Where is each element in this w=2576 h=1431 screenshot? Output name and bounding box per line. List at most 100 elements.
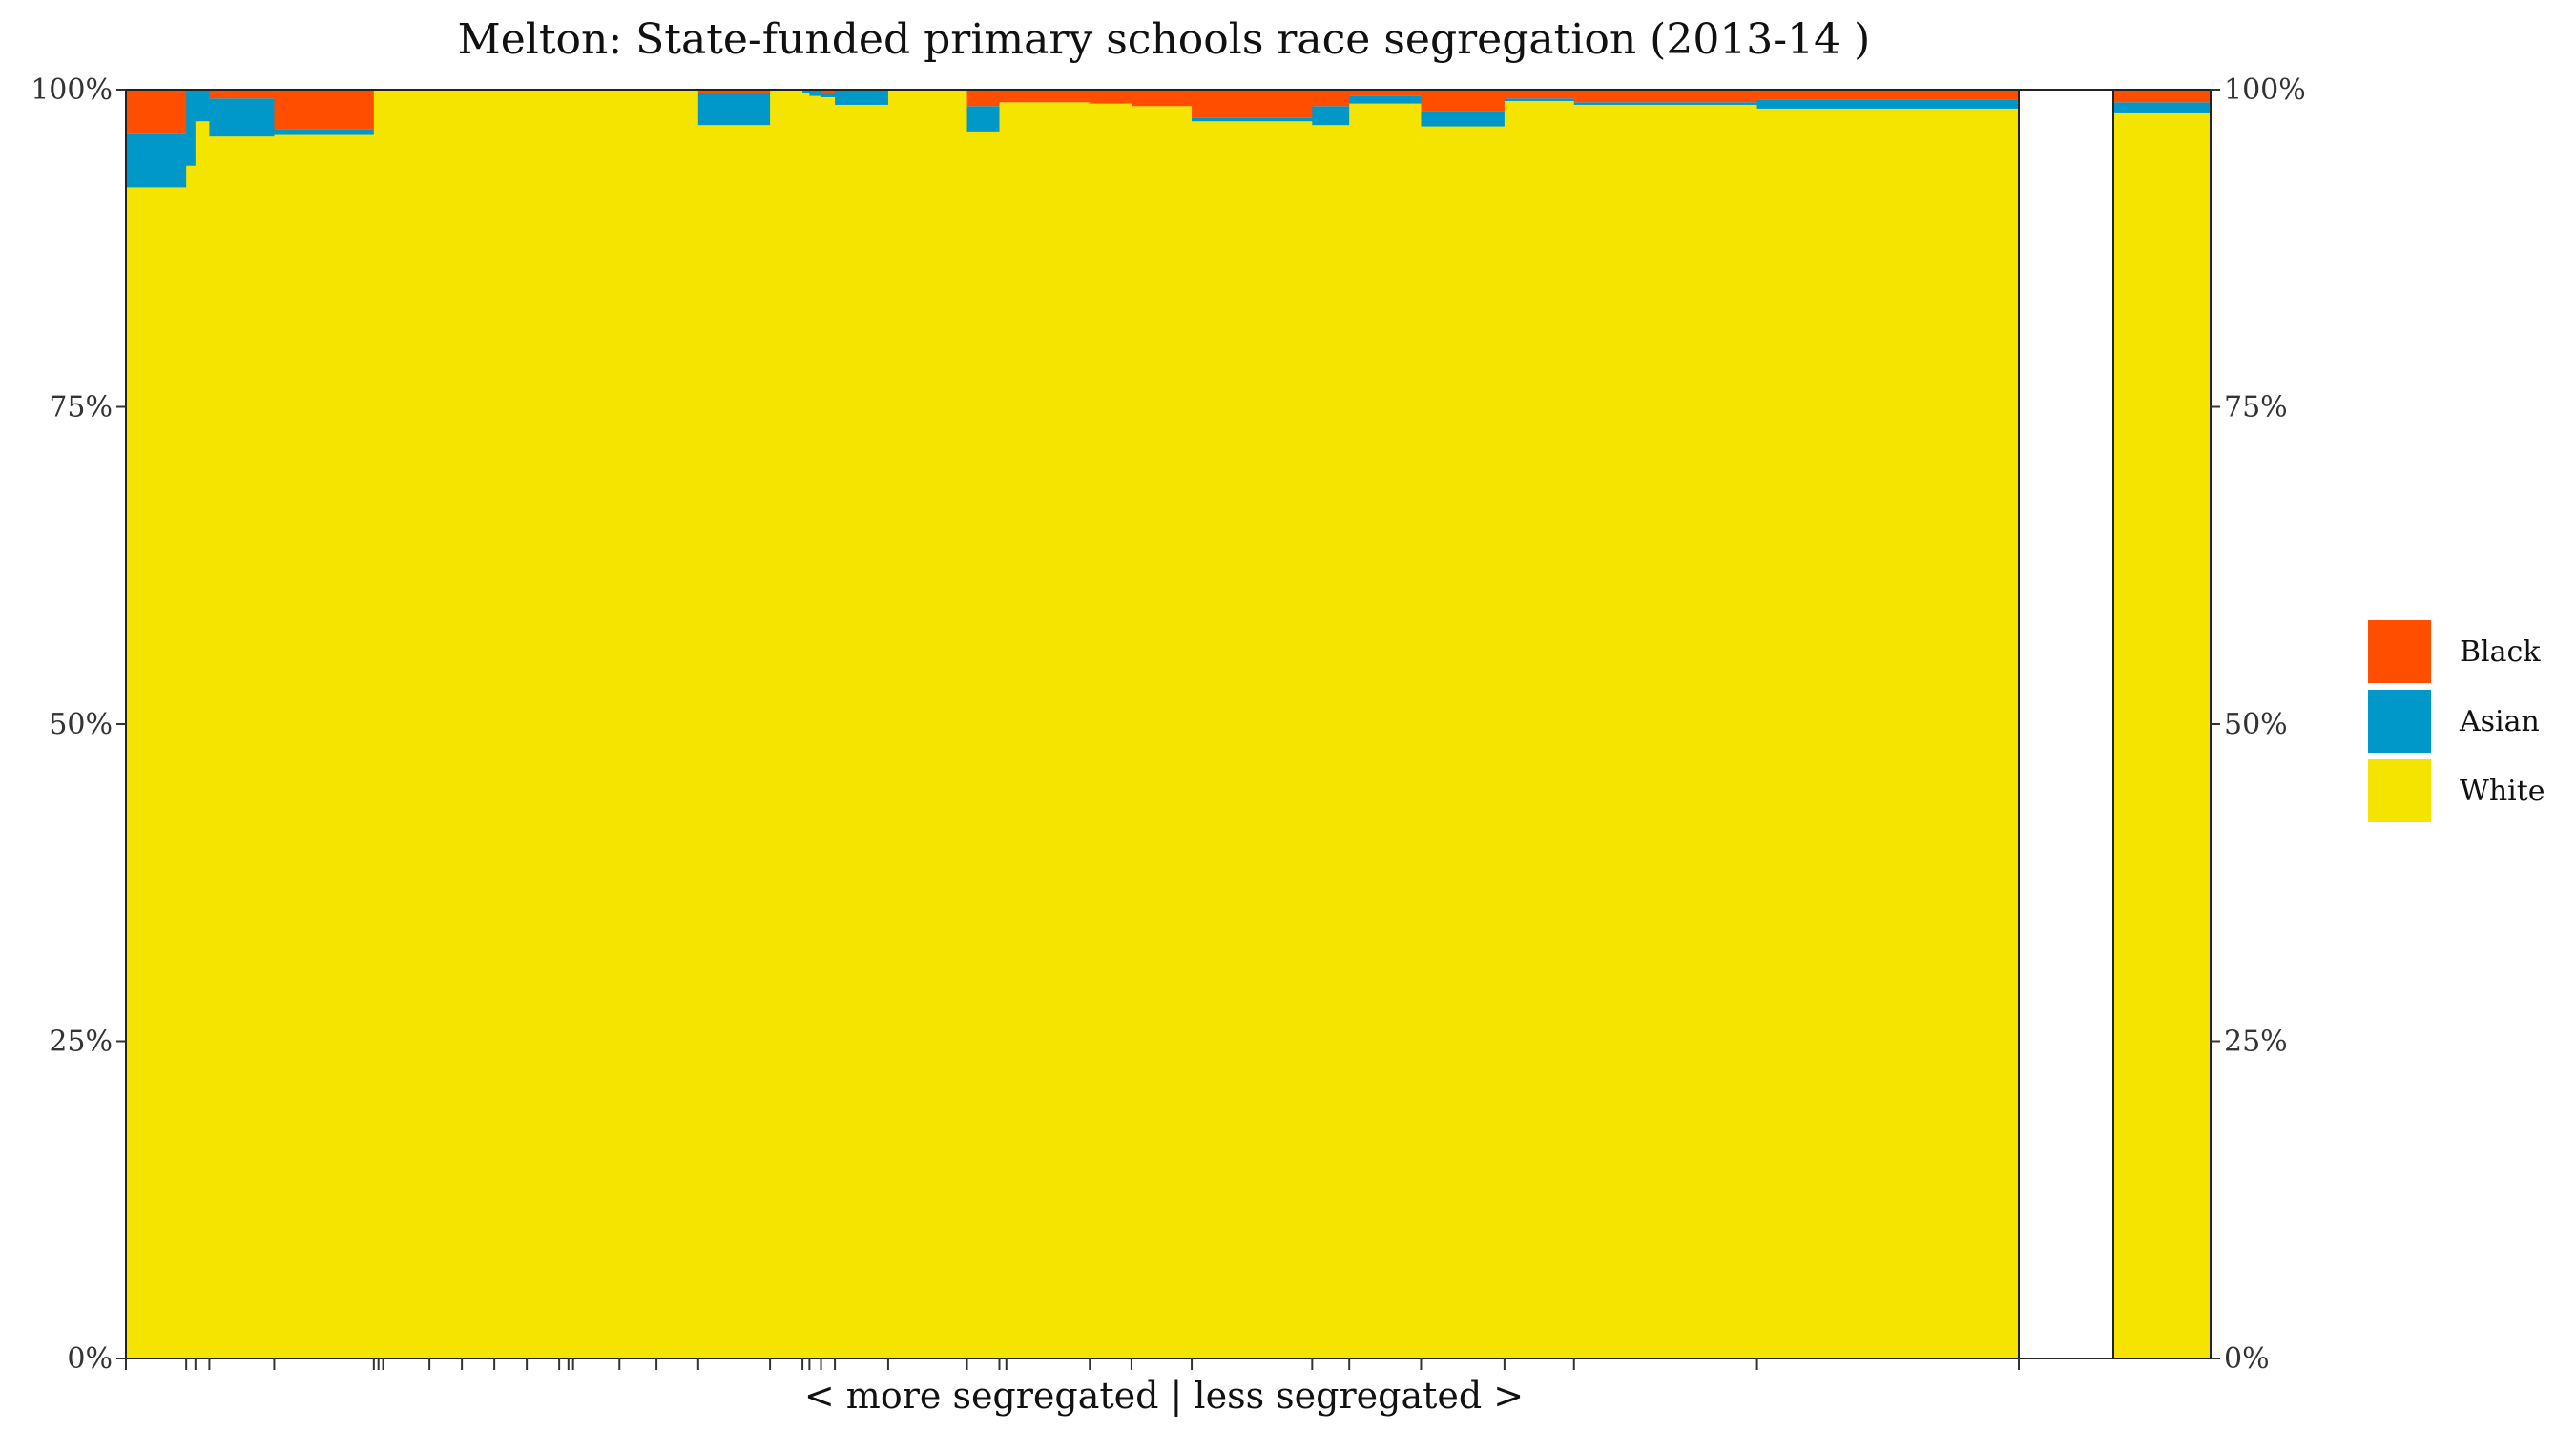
bar-black-school-30 <box>1192 90 1313 118</box>
bar-black-school-22 <box>821 90 836 93</box>
y-tick-label-left: 75% <box>49 391 113 425</box>
bar-white-school-29 <box>1131 106 1193 1358</box>
bar-asian-school-30 <box>1192 117 1313 122</box>
bar-white-school-21 <box>809 95 822 1358</box>
bar-white-school-3 <box>195 121 211 1358</box>
bar-white-school-7 <box>378 90 384 1358</box>
bar-white-school-13 <box>559 90 570 1358</box>
bar-white-school-23 <box>835 104 889 1359</box>
bar-asian-school-20 <box>802 90 810 93</box>
bar-asian-school-34 <box>1504 98 1575 101</box>
bar-white-school-1 <box>126 187 187 1358</box>
bar-white-school-16 <box>619 90 657 1358</box>
legend-label-white: White <box>2460 775 2545 808</box>
bar-white-school-8 <box>383 90 430 1358</box>
bar-white-school-36 <box>1756 108 2020 1359</box>
bar-white-school-28 <box>1090 103 1132 1358</box>
y-axis-right: 0% 25% 50% 75% 100% <box>2211 73 2306 1376</box>
school-bars <box>126 90 2020 1359</box>
bar-asian-school-1 <box>126 133 187 188</box>
y-axis-left: 0% 25% 50% 75% 100% <box>31 73 126 1376</box>
gap-panel-frame <box>2018 89 2114 1359</box>
bar-white-school-24 <box>887 90 968 1358</box>
bar-white-school-9 <box>429 90 463 1358</box>
bar-white-school-10 <box>462 90 495 1358</box>
bar-white-school-30 <box>1192 121 1313 1358</box>
summary-bar-asian <box>2113 102 2211 113</box>
bar-white-school-15 <box>572 90 620 1358</box>
bar-asian-school-33 <box>1421 111 1506 127</box>
bar-black-school-36 <box>1756 90 2020 100</box>
summary-bar-white <box>2113 112 2211 1359</box>
bar-black-school-1 <box>126 90 187 134</box>
bar-black-school-32 <box>1349 90 1423 96</box>
y-tick-label-left: 0% <box>67 1342 113 1376</box>
bar-white-school-35 <box>1573 104 1758 1359</box>
bar-black-school-28 <box>1090 90 1132 104</box>
y-tick-label-left: 100% <box>31 73 113 107</box>
bar-white-school-6 <box>373 90 380 1358</box>
bar-asian-school-18 <box>697 93 771 126</box>
bar-asian-school-23 <box>835 90 889 105</box>
bar-white-school-12 <box>527 90 560 1358</box>
y-tick-label-right: 100% <box>2224 73 2306 107</box>
y-tick-label-right: 25% <box>2224 1026 2288 1059</box>
bar-black-school-34 <box>1504 90 1575 99</box>
bar-white-school-26 <box>999 102 1008 1358</box>
y-tick-label-right: 50% <box>2224 708 2288 741</box>
bar-black-school-27 <box>1006 90 1091 103</box>
bar-white-school-25 <box>966 131 1001 1358</box>
bar-asian-school-2 <box>186 90 197 166</box>
bar-asian-school-22 <box>821 93 836 97</box>
y-tick-label-left: 50% <box>49 708 113 741</box>
bar-asian-school-3 <box>195 90 211 122</box>
bar-asian-school-32 <box>1349 95 1423 104</box>
x-axis-ticks <box>125 1358 2020 1370</box>
bar-white-school-33 <box>1421 126 1506 1358</box>
bar-asian-school-35 <box>1573 102 1758 105</box>
bar-black-school-26 <box>999 90 1008 103</box>
bar-white-school-19 <box>770 90 803 1358</box>
bar-black-school-5 <box>274 90 375 130</box>
bar-black-school-4 <box>209 90 276 99</box>
bar-asian-school-21 <box>809 90 822 96</box>
bar-white-school-18 <box>697 125 771 1359</box>
bar-white-school-31 <box>1312 125 1350 1359</box>
y-tick-label-right: 0% <box>2224 1342 2270 1376</box>
legend-swatch-white <box>2368 759 2431 822</box>
bar-white-school-27 <box>1006 102 1091 1358</box>
bar-white-school-2 <box>186 165 197 1358</box>
legend-swatch-asian <box>2368 690 2431 753</box>
y-tick-label-right: 75% <box>2224 391 2288 425</box>
bar-white-school-34 <box>1504 100 1575 1359</box>
legend: Black Asian White <box>2368 620 2545 822</box>
bar-black-school-33 <box>1421 90 1506 112</box>
bar-asian-school-5 <box>274 129 375 135</box>
bar-white-school-20 <box>802 93 810 1359</box>
bar-white-school-22 <box>821 96 836 1359</box>
bar-black-school-25 <box>966 90 1001 107</box>
legend-label-black: Black <box>2460 635 2541 669</box>
bar-white-school-17 <box>656 90 699 1358</box>
bar-white-school-32 <box>1349 103 1423 1358</box>
bar-black-school-31 <box>1312 90 1350 107</box>
bar-asian-school-36 <box>1756 99 2020 109</box>
bar-white-school-14 <box>568 90 574 1358</box>
chart-title: Melton: State-funded primary schools rac… <box>458 15 1871 64</box>
bar-white-school-5 <box>274 134 375 1358</box>
y-tick-label-left: 25% <box>49 1026 113 1059</box>
legend-swatch-black <box>2368 620 2431 683</box>
bar-asian-school-4 <box>209 98 276 137</box>
bar-white-school-4 <box>209 136 276 1359</box>
bar-white-school-11 <box>494 90 528 1358</box>
bar-black-school-29 <box>1131 90 1193 107</box>
x-axis-label: < more segregated | less segregated > <box>804 1375 1524 1417</box>
bar-black-school-35 <box>1573 90 1758 103</box>
summary-bar-black <box>2113 90 2211 103</box>
bar-asian-school-31 <box>1312 106 1350 126</box>
summary-bar <box>2113 90 2211 1359</box>
bar-asian-school-25 <box>966 106 1001 132</box>
bar-black-school-18 <box>697 90 771 93</box>
legend-label-asian: Asian <box>2459 705 2540 738</box>
